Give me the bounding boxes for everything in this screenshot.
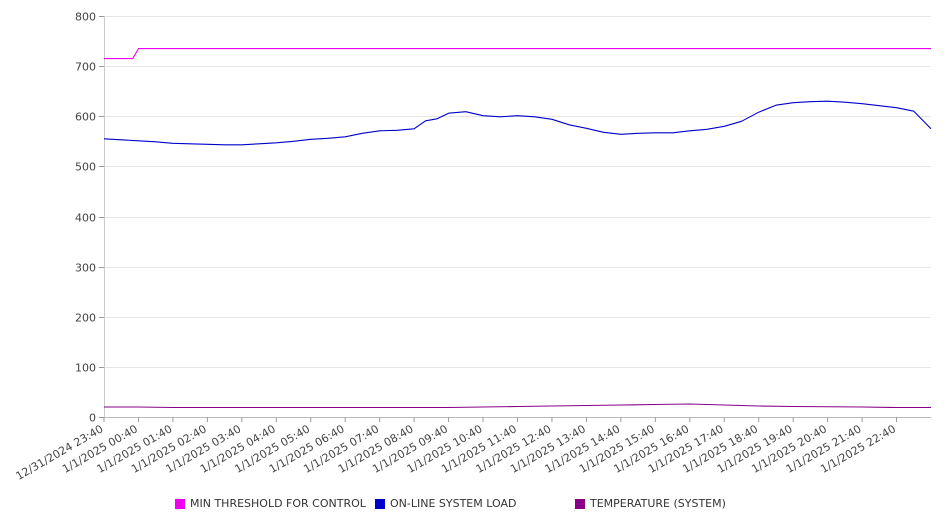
y-tick-label: 700 [75,61,96,74]
min-threshold-line [104,48,931,60]
legend-item-min-threshold[interactable]: MIN THRESHOLD FOR CONTROL [175,497,366,510]
legend-label-temperature: TEMPERATURE (SYSTEM) [590,497,726,510]
y-tick-label: 400 [75,212,96,225]
y-tick-label: 500 [75,161,96,174]
legend-label-system-load: ON-LINE SYSTEM LOAD [390,497,517,510]
legend-item-system-load[interactable]: ON-LINE SYSTEM LOAD [375,497,516,510]
y-tick-label: 100 [75,362,96,375]
y-tick-label: 0 [89,412,96,425]
x-axis: 12/31/2024 23:401/1/2025 00:401/1/2025 0… [14,417,898,483]
y-axis: 0 100 200 300 400 500 600 700 800 [75,11,105,425]
y-tick-label: 600 [75,111,96,124]
y-tick-label: 200 [75,312,96,325]
legend: MIN THRESHOLD FOR CONTROL ON-LINE SYSTEM… [0,497,946,515]
legend-swatch-system-load [375,498,385,509]
temperature-line [104,403,931,409]
legend-swatch-temperature [575,498,585,509]
y-tick-label: 300 [75,262,96,275]
grid-lines [104,16,931,418]
system-load-line [103,100,932,146]
legend-label-min-threshold: MIN THRESHOLD FOR CONTROL [190,497,366,510]
y-tick-label: 800 [75,11,96,24]
legend-swatch-min-threshold [175,498,185,509]
legend-item-temperature[interactable]: TEMPERATURE (SYSTEM) [575,497,726,510]
series-lines [103,48,932,409]
